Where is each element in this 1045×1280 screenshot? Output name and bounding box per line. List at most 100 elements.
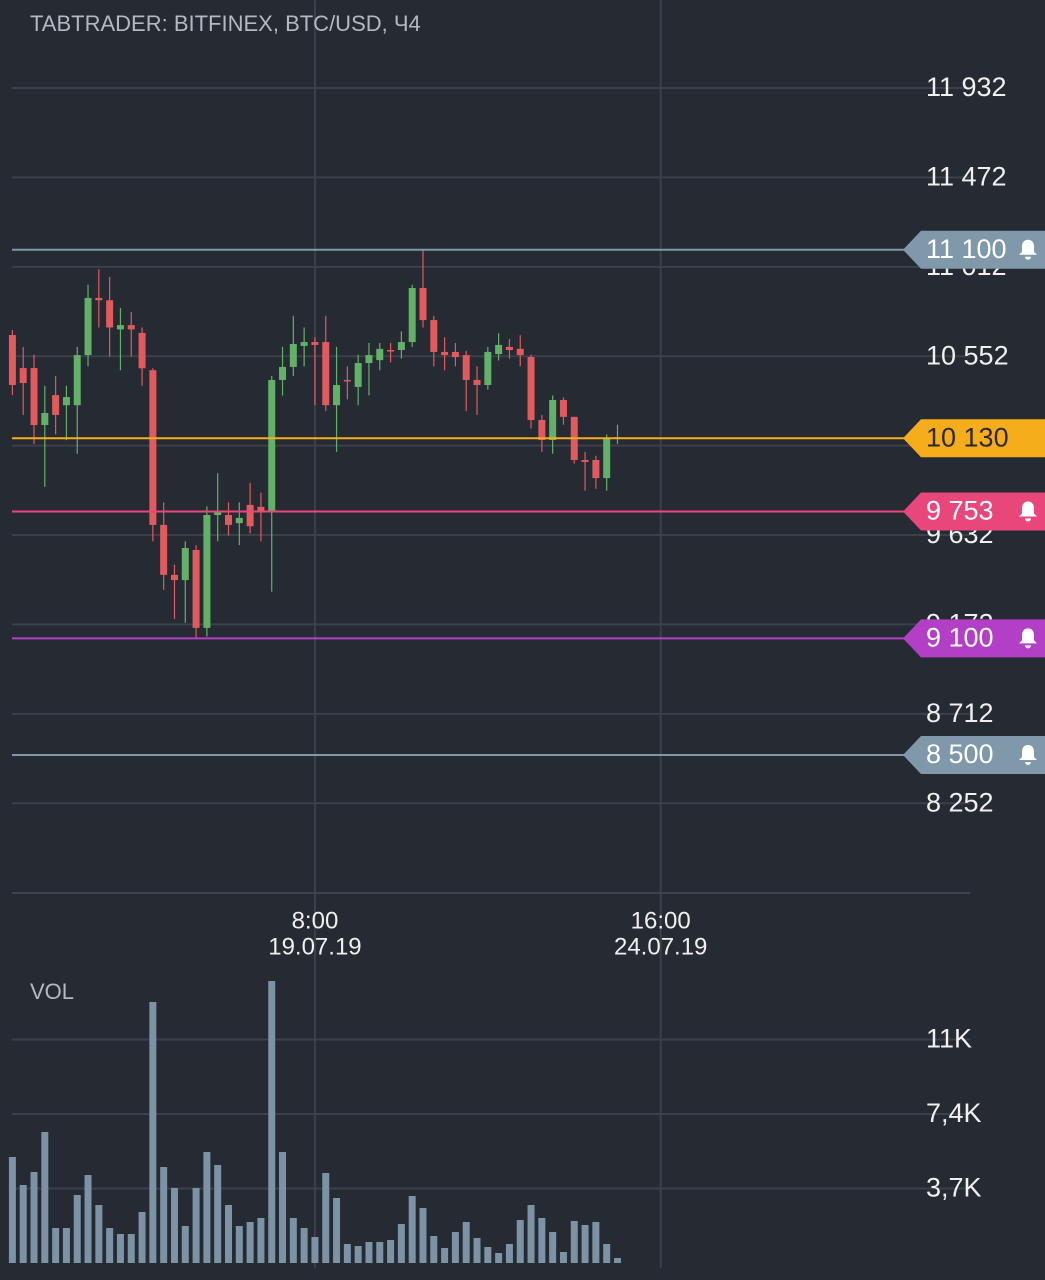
volume-bar	[279, 1152, 287, 1263]
price-tag-label: 11 100	[926, 234, 1007, 264]
candle-body	[279, 366, 287, 380]
candle-body	[246, 504, 254, 527]
marks	[8, 248, 905, 1263]
candle-body	[225, 515, 233, 525]
candle-body	[343, 379, 351, 382]
volume-bar	[527, 1205, 535, 1263]
volume-bar	[505, 1243, 513, 1263]
candle-body	[268, 379, 276, 513]
candle-body	[311, 342, 319, 345]
candle-body	[376, 348, 384, 361]
volume-bar	[430, 1235, 438, 1263]
volume-bar	[73, 1194, 81, 1263]
volume-bar	[62, 1228, 70, 1263]
y-tick-label: 11 932	[926, 72, 1007, 102]
price-tag-label: 10 130	[926, 422, 1009, 452]
volume-bar	[376, 1241, 384, 1263]
price-tag-label: 9 100	[926, 623, 994, 653]
candle-body	[149, 370, 157, 525]
y-tick-label: 7,4K	[926, 1098, 982, 1128]
volume-bar	[549, 1232, 557, 1263]
candle-body	[30, 368, 38, 426]
volume-bar	[192, 1187, 200, 1263]
price-tag	[903, 492, 1045, 531]
volume-bar	[408, 1196, 416, 1263]
candle-body	[549, 399, 557, 440]
candle-body	[408, 288, 416, 343]
candle-body	[52, 395, 60, 415]
candle-body	[451, 351, 459, 358]
volume-bar	[311, 1237, 319, 1263]
volume-bar	[257, 1217, 265, 1263]
y-tick-label: 11 472	[926, 162, 1007, 192]
volume-bar	[95, 1205, 103, 1263]
candle-body	[365, 355, 373, 364]
y-tick-label: 8 252	[926, 787, 994, 817]
volume-bar	[127, 1234, 135, 1263]
volume-bar	[268, 980, 276, 1263]
price-tag	[903, 230, 1045, 269]
candle-body	[95, 297, 103, 301]
volume-bar	[613, 1258, 621, 1263]
volume-bar	[84, 1174, 92, 1263]
candle-body	[138, 332, 146, 369]
volume-bar	[300, 1228, 308, 1263]
volume-bar	[225, 1205, 233, 1263]
price-tag	[903, 619, 1045, 658]
volume-bar	[387, 1240, 395, 1263]
volume-bar	[419, 1208, 427, 1263]
candle-body	[257, 506, 265, 513]
candle-body	[214, 512, 222, 516]
candle-body	[73, 355, 81, 406]
candle-body	[559, 399, 567, 417]
price-tag-label: 9 753	[926, 496, 994, 526]
price-tag	[903, 736, 1045, 775]
candle-body	[505, 346, 513, 351]
candle-body	[441, 351, 449, 356]
alert-bell	[1019, 628, 1037, 649]
x-tick-label: 8:00	[292, 907, 339, 934]
candle-body	[170, 574, 178, 581]
y-tick-label: 10 552	[926, 340, 1009, 370]
volume-bar	[246, 1222, 254, 1263]
volume-bar	[441, 1247, 449, 1263]
volume-bar	[559, 1252, 567, 1263]
candle-body	[127, 325, 135, 330]
candle-body	[354, 363, 362, 387]
candle-body	[41, 412, 49, 426]
price-tag	[903, 419, 1045, 458]
volume-bar	[354, 1246, 362, 1263]
candle-body	[289, 343, 297, 367]
candle-body	[484, 351, 492, 385]
volume-bar	[603, 1243, 611, 1263]
volume-bar	[8, 1156, 16, 1263]
volume-bar	[516, 1220, 524, 1263]
candle-body	[581, 460, 589, 462]
candle-body	[8, 335, 16, 385]
volume-bar	[473, 1237, 481, 1263]
candle-body	[322, 342, 330, 406]
candle-body	[603, 438, 611, 479]
candle-body	[19, 368, 27, 384]
candle-body	[333, 384, 341, 406]
volume-title: VOL	[30, 979, 74, 1004]
candle-body	[106, 300, 114, 328]
y-tick-label: 3,7K	[926, 1173, 982, 1203]
candle-body	[300, 342, 308, 346]
volume-bar	[289, 1217, 297, 1263]
candle-body	[62, 397, 70, 406]
candle-body	[516, 348, 524, 356]
volume-bar	[214, 1164, 222, 1263]
candle-body	[203, 515, 211, 628]
volume-bar	[570, 1220, 578, 1263]
volume-bar	[451, 1232, 459, 1263]
volume-bar	[365, 1241, 373, 1263]
candle-body	[538, 419, 546, 440]
candle-body	[387, 350, 395, 352]
volume-bar	[538, 1217, 546, 1263]
volume-bar	[160, 1167, 168, 1263]
candle-body	[160, 524, 168, 575]
candle-body	[116, 325, 124, 330]
volume-bar	[495, 1252, 503, 1263]
